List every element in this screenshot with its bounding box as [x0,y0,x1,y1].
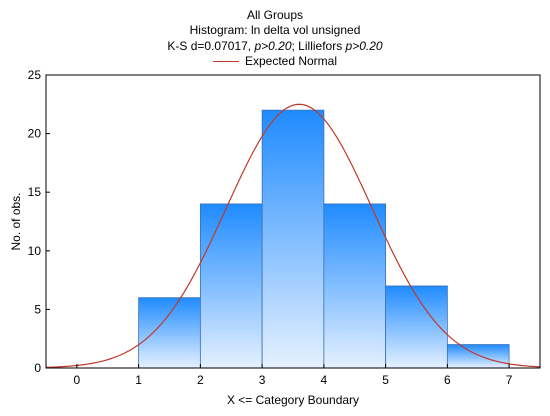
y-tick-label: 20 [28,127,42,141]
y-tick-label: 0 [34,361,41,375]
x-tick-label: 0 [74,373,81,387]
x-axis-label: X <= Category Boundary [227,393,359,407]
histogram-bar-4 [323,203,387,369]
histogram-bar-1 [138,297,201,369]
x-tick-label: 2 [197,373,204,387]
histogram-bar-2 [199,203,263,369]
x-tick-label: 6 [444,373,451,387]
plot-frame [45,74,541,369]
histogram-bar-6 [446,344,510,369]
chart-title: All Groups [246,8,304,22]
histogram-bar-5 [385,285,448,369]
x-tick-label: 7 [506,373,513,387]
expected-normal-curve [45,103,541,368]
y-tick-label: 25 [28,68,42,82]
stats-prefix: K-S d=0.07017, [167,39,255,53]
y-tick-label: 15 [28,185,42,199]
x-tick-label: 4 [321,373,328,387]
y-tick-label: 10 [28,244,42,258]
histogram-bar-3 [261,109,325,369]
stats-p1: p>0.20 [254,39,292,53]
legend-line-swatch [212,61,239,63]
stats-mid: ; Lilliefors [291,39,346,53]
x-tick-label: 3 [259,373,266,387]
legend-entry: Expected Normal [244,54,338,68]
chart-stats: K-S d=0.07017, p>0.20; Lilliefors p>0.20 [0,39,550,53]
y-axis-label: No. of obs. [9,192,23,250]
x-tick-label: 1 [135,373,142,387]
stats-p2: p>0.20 [345,39,383,53]
y-tick-label: 5 [34,302,41,316]
x-tick-label: 5 [382,373,389,387]
legend: Expected Normal [0,54,550,68]
chart-subtitle: Histogram: ln delta vol unsigned [189,23,361,37]
